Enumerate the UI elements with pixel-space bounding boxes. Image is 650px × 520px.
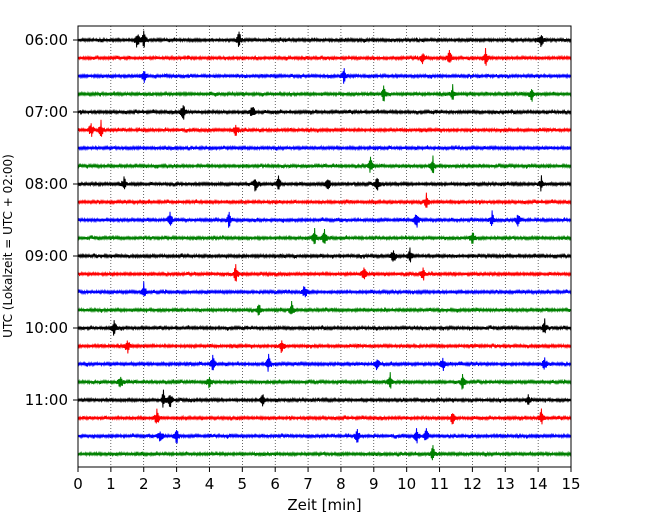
x-tick-label-4: 4 bbox=[205, 475, 215, 493]
y-tick-label-11:00: 11:00 bbox=[25, 391, 68, 409]
trace-06:15 bbox=[77, 47, 572, 66]
trace-07:15 bbox=[77, 119, 572, 137]
plot-frame bbox=[77, 25, 572, 468]
trace-group bbox=[77, 30, 572, 461]
x-axis-label: Zeit [min] bbox=[287, 496, 361, 514]
y-tick-label-09:00: 09:00 bbox=[25, 247, 68, 265]
x-tick-label-13: 13 bbox=[496, 475, 515, 493]
x-tick-label-15: 15 bbox=[561, 475, 580, 493]
y-tick-label-07:00: 07:00 bbox=[25, 103, 68, 121]
trace-11:45 bbox=[77, 445, 572, 461]
trace-09:30 bbox=[77, 281, 572, 298]
trace-10:00 bbox=[77, 318, 572, 336]
trace-09:15 bbox=[77, 264, 572, 282]
trace-09:45 bbox=[77, 300, 572, 316]
x-axis: 0 1 2 3 4 5 6 7 8 9 10 11 12 13 14 15 bbox=[73, 467, 581, 493]
trace-06:45 bbox=[77, 84, 572, 102]
trace-10:30 bbox=[77, 353, 572, 372]
trace-08:30 bbox=[77, 210, 572, 228]
x-tick-label-0: 0 bbox=[73, 475, 83, 493]
trace-07:45 bbox=[77, 155, 572, 174]
trace-10:45 bbox=[77, 372, 572, 390]
trace-11:30 bbox=[77, 428, 572, 444]
trace-07:30 bbox=[77, 144, 572, 152]
x-tick-label-7: 7 bbox=[303, 475, 313, 493]
trace-07:00 bbox=[77, 105, 572, 120]
trace-10:15 bbox=[77, 340, 572, 354]
x-tick-label-11: 11 bbox=[430, 475, 449, 493]
x-tick-label-14: 14 bbox=[529, 475, 548, 493]
trace-11:00 bbox=[77, 389, 572, 408]
x-tick-label-9: 9 bbox=[369, 475, 379, 493]
x-tick-label-2: 2 bbox=[139, 475, 149, 493]
x-tick-label-8: 8 bbox=[336, 475, 346, 493]
trace-06:00 bbox=[77, 30, 572, 48]
trace-08:45 bbox=[77, 227, 572, 245]
x-tick-label-1: 1 bbox=[106, 475, 116, 493]
y-tick-label-10:00: 10:00 bbox=[25, 319, 68, 337]
trace-08:15 bbox=[77, 192, 572, 208]
trace-06:30 bbox=[77, 68, 572, 84]
y-tick-label-08:00: 08:00 bbox=[25, 175, 68, 193]
y-axis-label: UTC (Lokalzeit = UTC + 02:00) bbox=[1, 154, 15, 338]
x-tick-label-5: 5 bbox=[238, 475, 248, 493]
x-tick-label-3: 3 bbox=[172, 475, 182, 493]
trace-08:00 bbox=[77, 175, 572, 192]
y-axis: 06:00 07:00 08:00 09:00 10:00 11:00 bbox=[25, 31, 78, 409]
y-tick-label-06:00: 06:00 bbox=[25, 31, 68, 49]
x-tick-label-6: 6 bbox=[270, 475, 280, 493]
trace-11:15 bbox=[77, 408, 572, 425]
x-tick-label-12: 12 bbox=[463, 475, 482, 493]
trace-09:00 bbox=[77, 247, 572, 263]
x-tick-label-10: 10 bbox=[397, 475, 416, 493]
